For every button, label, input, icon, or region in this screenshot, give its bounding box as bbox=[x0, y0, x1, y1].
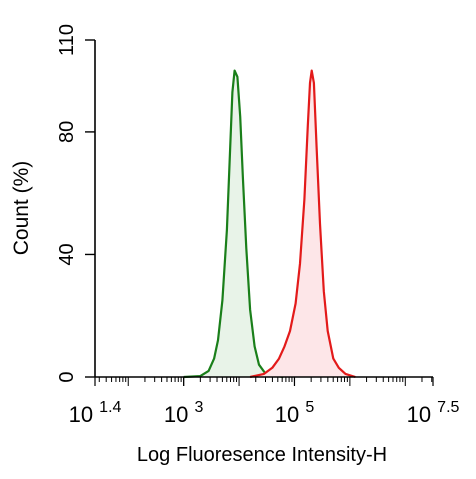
axes-group bbox=[94, 40, 433, 378]
ticks-group: 10 1.4 10 3 10 5 10 7.5 0 40 80 110 bbox=[56, 24, 460, 427]
y-tick-label-2: 40 bbox=[56, 243, 78, 265]
x-tick-label-2: 10 3 bbox=[164, 399, 204, 427]
x-axis-label: Log Fluoresence Intensity-H bbox=[137, 444, 387, 466]
x-tick-label-4: 10 7.5 bbox=[407, 399, 460, 427]
series-group bbox=[183, 69, 356, 379]
series-1-line bbox=[183, 69, 284, 379]
y-tick-label-1: 0 bbox=[56, 371, 78, 382]
x-tick-label-1: 10 1.4 bbox=[69, 399, 122, 427]
y-tick-label-4: 110 bbox=[56, 24, 78, 56]
y-axis-label: Count (%) bbox=[10, 161, 33, 256]
y-tick-label-3: 80 bbox=[56, 121, 78, 143]
series-1-fill bbox=[183, 70, 284, 377]
series-2-line bbox=[249, 69, 356, 379]
x-tick-label-3: 10 5 bbox=[275, 399, 315, 427]
